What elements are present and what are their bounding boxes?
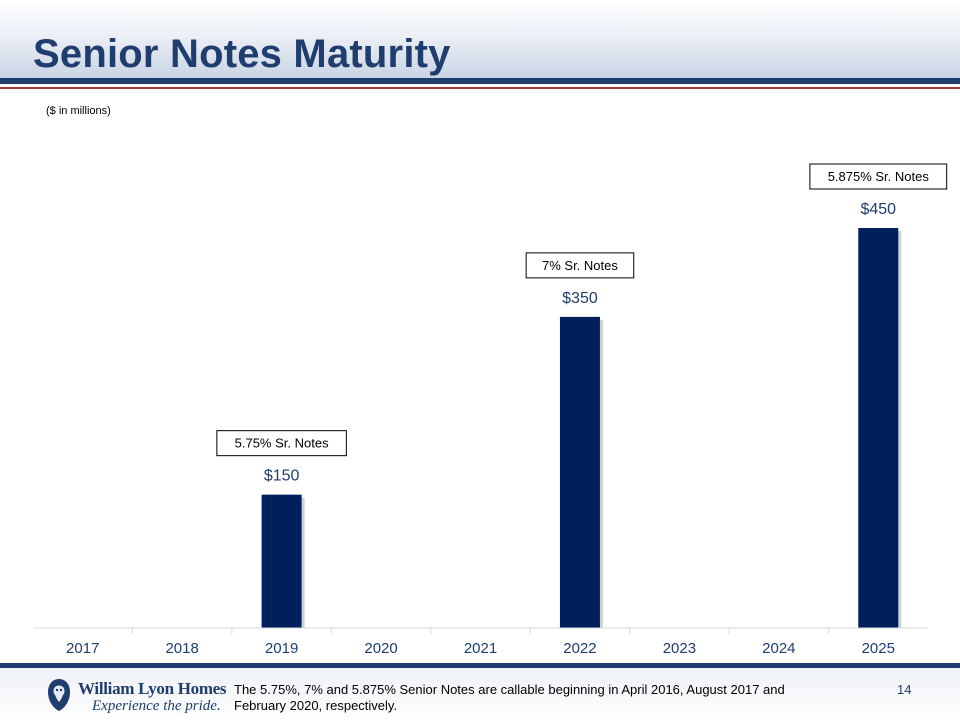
bar-value-label: $450 — [860, 201, 896, 218]
x-tick-label: 2020 — [364, 640, 397, 657]
x-tick-label: 2019 — [265, 640, 298, 657]
x-tick-label: 2022 — [563, 640, 596, 657]
bar — [559, 316, 600, 628]
logo-tagline: Experience the pride. — [92, 698, 221, 714]
footer-rule — [0, 663, 960, 668]
bar — [261, 494, 302, 628]
x-tick-label: 2021 — [464, 640, 497, 657]
units-note: ($ in millions) — [46, 105, 111, 117]
x-tick-label: 2023 — [663, 640, 696, 657]
footnote: The 5.75%, 7% and 5.875% Senior Notes ar… — [234, 682, 785, 713]
annotation-box — [525, 252, 635, 279]
bar-value-label: $350 — [562, 290, 598, 307]
page-number: 14 — [897, 682, 912, 697]
annotation-label: 5.75% Sr. Notes — [235, 436, 329, 451]
x-tick-label: 2018 — [165, 640, 198, 657]
annotation-box — [216, 430, 347, 457]
header-rule-blue — [0, 78, 960, 84]
x-tick-label: 2024 — [762, 640, 795, 657]
annotation-label: 7% Sr. Notes — [542, 258, 618, 273]
maturity-bar-chart: 2017 2018 2019 2020 2021 2022 2023 2024 2025 $15… — [33, 163, 948, 657]
lion-crest-icon — [48, 679, 70, 711]
bar — [858, 228, 899, 628]
annotation-label: 5.875% Sr. Notes — [828, 169, 930, 184]
labels-layer: $150 5.75% Sr. Notes $350 7% Sr. Notes $450 5… — [216, 163, 948, 485]
company-logo: William Lyon Homes Experience the pride. — [44, 677, 227, 715]
annotation-box — [809, 163, 948, 190]
bars-layer — [261, 228, 902, 628]
logo-name: William Lyon Homes — [78, 679, 227, 698]
header-band — [0, 0, 960, 78]
footer-band — [0, 668, 960, 720]
x-tick-label: 2025 — [862, 640, 895, 657]
x-tick-label: 2017 — [66, 640, 99, 657]
page-title: Senior Notes Maturity — [33, 32, 451, 76]
header-rule-red — [0, 87, 960, 89]
x-axis: 2017 2018 2019 2020 2021 2022 2023 2024 2025 — [33, 627, 928, 657]
bar-value-label: $150 — [264, 468, 300, 485]
